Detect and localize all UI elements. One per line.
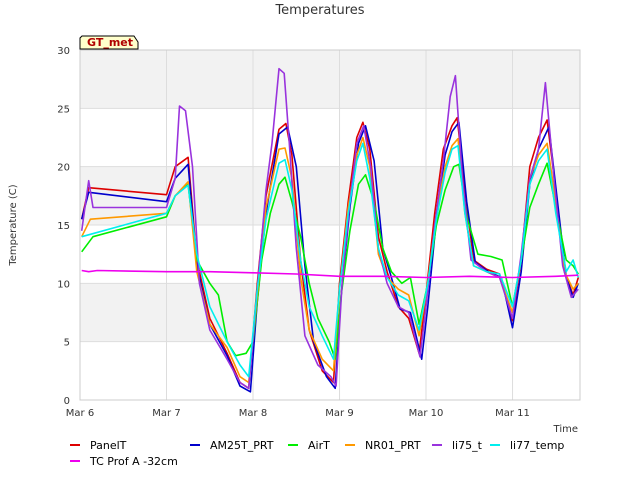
band-5-10 xyxy=(80,283,580,342)
legend-item-am25t-prt: AM25T_PRT xyxy=(190,439,274,452)
plot-background xyxy=(80,50,580,400)
legend-label: li75_t xyxy=(452,439,483,452)
gt-met-badge: GT_met xyxy=(79,35,139,50)
series-lines xyxy=(80,67,580,393)
legend-item-nr01-prt: NR01_PRT xyxy=(345,439,421,452)
y-tick-label: 0 xyxy=(64,396,70,407)
band-15-20 xyxy=(80,166,580,225)
legend-item-tc-prof-a-32cm: TC Prof A -32cm xyxy=(70,455,178,468)
series-line-li77-temp xyxy=(81,142,580,378)
band-25-30 xyxy=(80,50,580,109)
y-tick-label: 20 xyxy=(57,163,70,174)
y-tick-label: 15 xyxy=(57,221,70,232)
x-tick-label: Mar 7 xyxy=(152,408,180,419)
legend-label: TC Prof A -32cm xyxy=(89,455,178,468)
svg-text:GT_met: GT_met xyxy=(87,36,133,49)
legend-label: li77_temp xyxy=(510,439,564,452)
legend-label: NR01_PRT xyxy=(365,439,421,452)
series-line-li75-t xyxy=(80,67,579,390)
x-tick-label: Mar 11 xyxy=(495,408,530,419)
y-axis-label: Temperature (C) xyxy=(8,184,19,266)
legend-item-panelt: PanelT xyxy=(70,439,127,452)
x-tick-label: Mar 6 xyxy=(66,408,94,419)
y-tick-label: 25 xyxy=(57,104,70,115)
band-20-25 xyxy=(80,108,580,167)
x-tick-label: Mar 10 xyxy=(409,408,444,419)
x-axis-label: Time xyxy=(553,424,578,435)
legend-label: AirT xyxy=(308,439,330,452)
y-axis-ticks: 0 5 10 15 20 25 30 xyxy=(57,46,70,407)
x-tick-label: Mar 8 xyxy=(239,408,267,419)
x-tick-label: Mar 9 xyxy=(325,408,353,419)
y-tick-label: 30 xyxy=(57,46,70,57)
chart-title: Temperatures xyxy=(274,3,364,18)
legend-item-airt: AirT xyxy=(288,439,330,452)
series-line-tc-prof-a-32cm xyxy=(81,269,579,279)
legend: PanelT AM25T_PRT AirT NR01_PRT li75_t li77_te… xyxy=(70,439,564,468)
y-tick-label: 5 xyxy=(64,338,70,349)
legend-label: AM25T_PRT xyxy=(210,439,274,452)
x-axis-ticks: Mar 6 Mar 7 Mar 8 Mar 9 Mar 10 Mar 11 xyxy=(66,408,530,419)
legend-label: PanelT xyxy=(90,439,127,452)
legend-item-li77-temp: li77_temp xyxy=(490,439,564,452)
y-tick-label: 10 xyxy=(57,279,70,290)
legend-item-li75-t: li75_t xyxy=(432,439,483,452)
plot-frame xyxy=(79,49,581,401)
